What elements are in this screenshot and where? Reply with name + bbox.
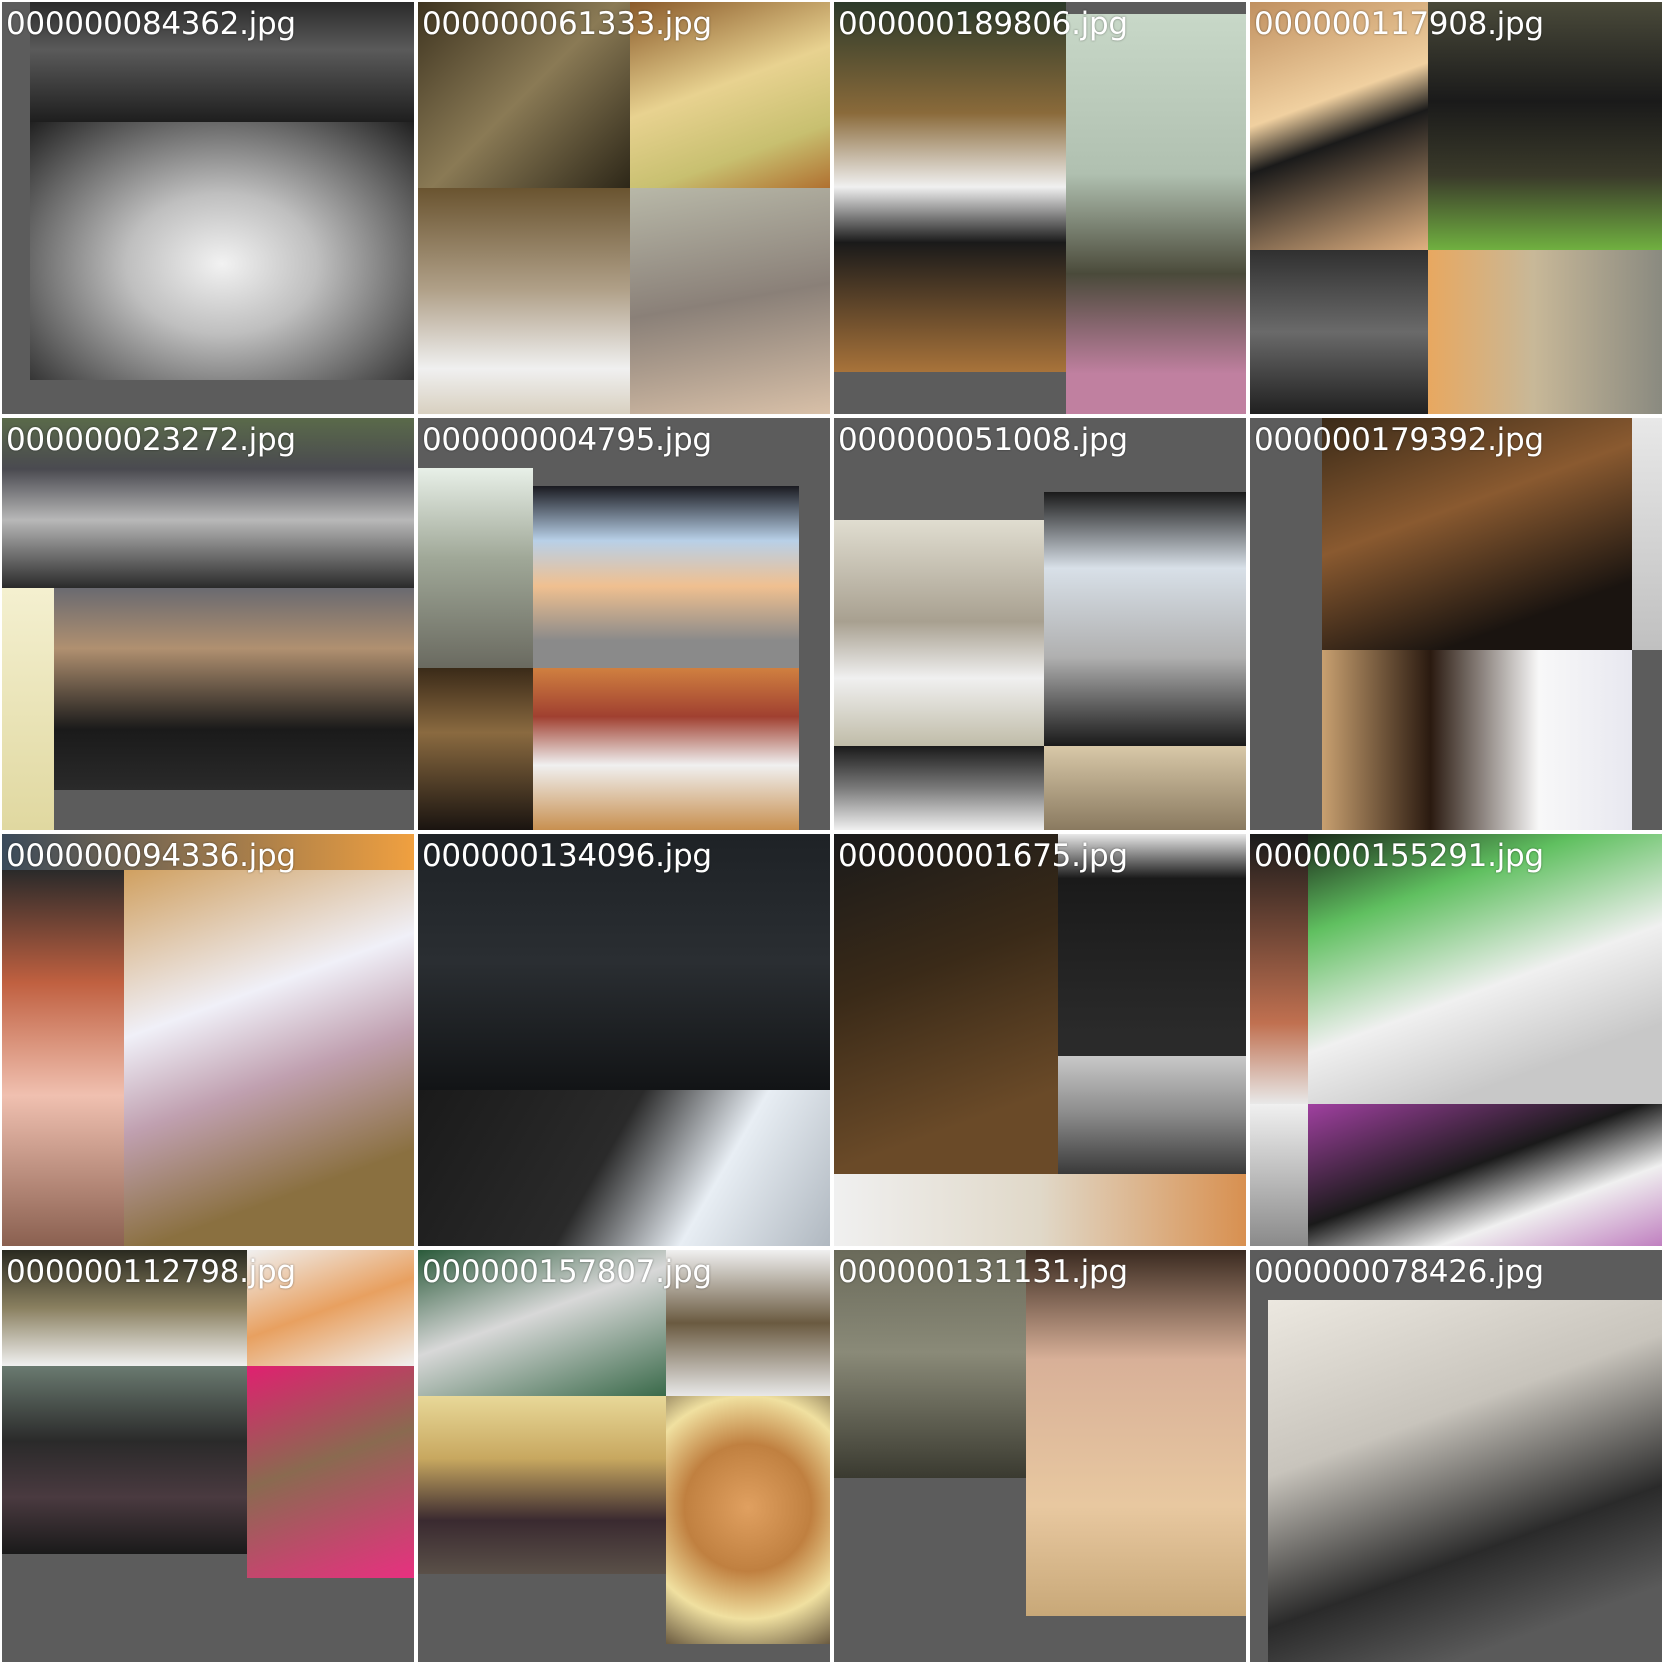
filename-label: 000000023272.jpg xyxy=(6,422,296,458)
filename-label: 000000189806.jpg xyxy=(838,6,1128,42)
cat-photo xyxy=(834,746,1044,830)
filename-label: 000000078426.jpg xyxy=(1254,1254,1544,1290)
cat-photo xyxy=(418,834,830,1090)
mosaic-tile: 000000117908.jpg xyxy=(1250,2,1662,414)
mosaic-tile: 000000134096.jpg xyxy=(418,834,830,1246)
cat-photo xyxy=(1058,834,1246,1056)
mosaic-tile: 000000023272.jpg xyxy=(2,418,414,830)
cat-photo xyxy=(533,668,799,830)
filename-label: 000000001675.jpg xyxy=(838,838,1128,874)
mosaic-tile: 000000051008.jpg xyxy=(834,418,1246,830)
filename-label: 000000061333.jpg xyxy=(422,6,712,42)
cat-photo xyxy=(630,188,830,414)
filename-label: 000000084362.jpg xyxy=(6,6,296,42)
cat-photo xyxy=(124,870,414,1246)
cat-photo xyxy=(247,1250,414,1366)
cat-photo xyxy=(834,1174,1246,1246)
mosaic-tile: 000000094336.jpg xyxy=(2,834,414,1246)
cat-photo xyxy=(1250,1104,1308,1246)
filename-label: 000000134096.jpg xyxy=(422,838,712,874)
cat-photo xyxy=(533,486,799,668)
cat-photo xyxy=(418,468,533,668)
cat-photo xyxy=(30,122,414,380)
filename-label: 000000155291.jpg xyxy=(1254,838,1544,874)
cat-photo xyxy=(1026,1250,1246,1616)
mosaic-tile: 000000084362.jpg xyxy=(2,2,414,414)
cat-photo xyxy=(630,2,830,188)
cat-photo xyxy=(418,2,630,188)
cat-photo xyxy=(1322,650,1632,830)
cat-photo xyxy=(834,520,1044,746)
mosaic-tile: 000000155291.jpg xyxy=(1250,834,1662,1246)
cat-photo xyxy=(2,1366,247,1554)
mosaic-tile: 000000131131.jpg xyxy=(834,1250,1246,1662)
filename-label: 000000117908.jpg xyxy=(1254,6,1544,42)
filename-label: 000000051008.jpg xyxy=(838,422,1128,458)
cat-photo xyxy=(1632,418,1662,650)
cat-photo xyxy=(418,668,533,830)
cat-photo xyxy=(1066,14,1246,414)
cat-photo xyxy=(418,1396,666,1574)
mosaic-tile: 000000189806.jpg xyxy=(834,2,1246,414)
mosaic-tile: 000000078426.jpg xyxy=(1250,1250,1662,1662)
cat-photo xyxy=(1308,834,1662,1104)
cat-photo xyxy=(418,1090,830,1246)
mosaic-tile: 000000004795.jpg xyxy=(418,418,830,830)
cat-photo xyxy=(1058,1056,1246,1174)
cat-photo xyxy=(666,1250,830,1396)
cat-photo xyxy=(2,834,414,870)
filename-label: 000000157807.jpg xyxy=(422,1254,712,1290)
cat-photo xyxy=(666,1396,830,1644)
cat-photo xyxy=(1268,1300,1662,1662)
cat-photo xyxy=(834,2,1066,372)
cat-photo xyxy=(1044,746,1246,830)
cat-photo xyxy=(2,1250,247,1366)
cat-photo xyxy=(247,1366,414,1578)
mosaic-tile: 000000001675.jpg xyxy=(834,834,1246,1246)
cat-photo xyxy=(1428,250,1662,414)
cat-photo xyxy=(834,1250,1026,1478)
filename-label: 000000179392.jpg xyxy=(1254,422,1544,458)
mosaic-tile: 000000061333.jpg xyxy=(418,2,830,414)
cat-photo xyxy=(1322,418,1632,650)
cat-photo xyxy=(418,1250,666,1396)
cat-photo xyxy=(1428,2,1662,250)
filename-label: 000000094336.jpg xyxy=(6,838,296,874)
cat-photo xyxy=(1250,250,1428,414)
cat-photo xyxy=(2,870,124,1246)
cat-photo xyxy=(1250,2,1428,250)
filename-label: 000000131131.jpg xyxy=(838,1254,1128,1290)
filename-label: 000000112798.jpg xyxy=(6,1254,296,1290)
mosaic-tile: 000000179392.jpg xyxy=(1250,418,1662,830)
cat-photo xyxy=(418,188,630,414)
cat-photo xyxy=(2,418,414,588)
cat-photo xyxy=(834,834,1058,1174)
cat-photo xyxy=(1250,834,1308,1104)
cat-photo xyxy=(54,588,414,790)
cat-photo xyxy=(1044,492,1246,746)
mosaic-tile: 000000112798.jpg xyxy=(2,1250,414,1662)
cat-photo xyxy=(1308,1104,1662,1246)
mosaic-tile: 000000157807.jpg xyxy=(418,1250,830,1662)
cat-photo xyxy=(2,588,54,830)
cat-photo xyxy=(30,2,414,122)
filename-label: 000000004795.jpg xyxy=(422,422,712,458)
